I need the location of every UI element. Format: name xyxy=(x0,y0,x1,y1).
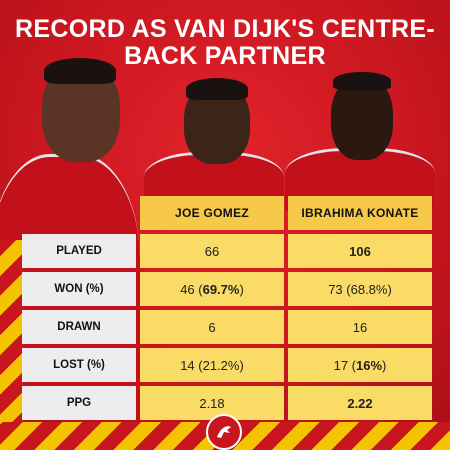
comparison-table: JOE GOMEZ IBRAHIMA KONATE PLAYED 66 106 … xyxy=(22,196,432,424)
player-photo-konate xyxy=(285,72,435,211)
row-label: WON (%) xyxy=(22,272,136,306)
gomez-value: 6 xyxy=(140,310,284,344)
table-row: LOST (%) 14 (21.2%) 17 (16%) xyxy=(22,348,432,382)
player-photo-gomez xyxy=(140,78,290,215)
column-header-konate: IBRAHIMA KONATE xyxy=(288,196,432,230)
gomez-value: 66 xyxy=(140,234,284,268)
row-label: PPG xyxy=(22,386,136,420)
konate-value: 16 xyxy=(288,310,432,344)
konate-value: 73 (68.8%) xyxy=(288,272,432,306)
header-blank-cell xyxy=(22,196,136,230)
liver-bird-icon xyxy=(217,426,231,438)
row-label: LOST (%) xyxy=(22,348,136,382)
gomez-value: 46 (69.7%) xyxy=(140,272,284,306)
table-header-row: JOE GOMEZ IBRAHIMA KONATE xyxy=(22,196,432,230)
table-row: WON (%) 46 (69.7%) 73 (68.8%) xyxy=(22,272,432,306)
konate-value: 106 xyxy=(288,234,432,268)
konate-value: 2.22 xyxy=(288,386,432,420)
hazard-stripes-left xyxy=(0,240,24,450)
gomez-value: 2.18 xyxy=(140,386,284,420)
table-row: PLAYED 66 106 xyxy=(22,234,432,268)
konate-value: 17 (16%) xyxy=(288,348,432,382)
table-row: PPG 2.18 2.22 xyxy=(22,386,432,420)
column-header-gomez: JOE GOMEZ xyxy=(140,196,284,230)
brand-logo-icon xyxy=(206,414,242,450)
gomez-value: 14 (21.2%) xyxy=(140,348,284,382)
row-label: DRAWN xyxy=(22,310,136,344)
page-title: RECORD AS VAN DIJK'S CENTRE-BACK PARTNER xyxy=(15,15,435,70)
table-row: DRAWN 6 16 xyxy=(22,310,432,344)
row-label: PLAYED xyxy=(22,234,136,268)
